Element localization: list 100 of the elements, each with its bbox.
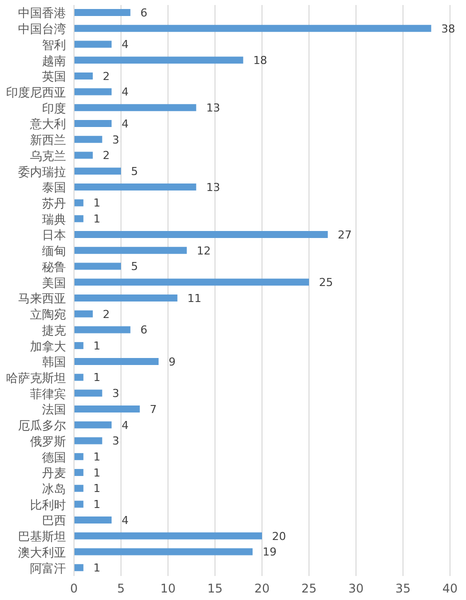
- bar: [74, 421, 112, 428]
- data-label: 1: [93, 450, 100, 464]
- x-tick-label: 40: [442, 582, 458, 596]
- bar: [74, 183, 196, 190]
- y-tick-label: 英国: [42, 70, 66, 84]
- bar: [74, 294, 178, 302]
- y-tick-label: 哈萨克斯坦: [6, 370, 66, 385]
- x-tick-label: 25: [301, 582, 317, 596]
- bar: [74, 516, 112, 524]
- bar: [74, 199, 84, 206]
- bar: [74, 468, 84, 476]
- bar: [74, 406, 140, 413]
- data-label: 1: [93, 212, 100, 226]
- data-label: 19: [262, 546, 277, 559]
- bar: [74, 326, 130, 334]
- data-label: 20: [272, 530, 286, 543]
- y-tick-label: 俄罗斯: [30, 434, 66, 448]
- y-tick-label: 立陶宛: [30, 308, 66, 322]
- x-tick-label: 0: [70, 582, 78, 596]
- data-label: 25: [319, 276, 333, 290]
- bar: [74, 453, 84, 460]
- data-label: 7: [150, 402, 157, 416]
- bar: [74, 24, 432, 32]
- y-tick-label: 美国: [42, 276, 66, 290]
- bar: [74, 40, 112, 48]
- bar: [74, 152, 93, 159]
- y-tick-label: 菲律宾: [30, 386, 66, 401]
- bar: [74, 246, 187, 254]
- bar: [74, 310, 93, 318]
- y-tick-label: 泰国: [42, 180, 66, 195]
- x-tick-label: 35: [395, 582, 411, 596]
- data-label: 4: [122, 86, 129, 99]
- y-tick-label: 韩国: [42, 355, 66, 370]
- bar: [74, 9, 130, 16]
- bar: [74, 278, 309, 286]
- data-label: 4: [122, 514, 129, 527]
- bar: [74, 342, 84, 350]
- y-tick-label: 阿富汗: [30, 561, 66, 576]
- data-label: 1: [93, 482, 100, 496]
- y-tick-label: 日本: [42, 228, 66, 242]
- y-tick-label: 比利时: [30, 498, 66, 512]
- bar: [74, 56, 244, 64]
- data-label: 2: [102, 308, 110, 321]
- y-tick-label: 秘鲁: [42, 260, 66, 274]
- bar: [74, 104, 196, 112]
- y-tick-label: 德国: [42, 450, 66, 464]
- x-tick-label: 5: [117, 582, 125, 596]
- data-label: 3: [112, 434, 120, 448]
- y-tick-label: 智利: [42, 38, 66, 52]
- y-tick-label: 法国: [42, 402, 66, 417]
- y-tick-label: 印度: [42, 101, 66, 116]
- data-label: 38: [441, 22, 456, 36]
- data-label: 5: [131, 165, 138, 178]
- y-tick-label: 加拿大: [30, 339, 66, 354]
- data-label: 3: [112, 133, 120, 146]
- data-label: 6: [140, 6, 148, 20]
- data-label: 1: [93, 498, 100, 512]
- data-label: 13: [206, 102, 220, 115]
- bar: [74, 168, 121, 175]
- bar: [74, 231, 328, 238]
- data-label: 5: [131, 260, 138, 274]
- bar: [74, 136, 102, 143]
- bar: [74, 564, 84, 572]
- y-tick-label: 捷克: [42, 323, 66, 338]
- y-tick-label: 巴基斯坦: [18, 530, 66, 544]
- data-label: 27: [338, 228, 352, 242]
- y-tick-label: 苏丹: [42, 196, 66, 211]
- y-tick-label: 瑞典: [42, 212, 66, 226]
- x-tick-label: 20: [254, 582, 270, 596]
- data-label: 4: [122, 38, 129, 52]
- data-label: 2: [102, 70, 110, 83]
- data-label: 4: [122, 117, 129, 130]
- data-label: 4: [122, 418, 129, 432]
- data-label: 11: [187, 292, 202, 305]
- bar: [74, 215, 84, 222]
- bar: [74, 374, 84, 381]
- data-label: 6: [140, 324, 148, 337]
- y-tick-label: 中国香港: [18, 6, 66, 20]
- bar: [74, 500, 84, 508]
- data-label: 9: [168, 355, 176, 368]
- bar: [74, 437, 102, 444]
- bar: [74, 262, 121, 270]
- data-label: 2: [102, 149, 110, 162]
- y-tick-label: 冰岛: [42, 482, 66, 496]
- x-tick-label: 30: [348, 582, 364, 596]
- bar: [74, 72, 93, 80]
- x-tick-label: 10: [160, 582, 176, 596]
- y-tick-label: 马来西亚: [18, 292, 66, 306]
- x-tick-label: 15: [207, 582, 223, 596]
- data-label: 13: [206, 180, 220, 194]
- bar: [74, 484, 84, 492]
- y-tick-label: 乌克兰: [30, 148, 66, 163]
- data-label: 12: [196, 244, 211, 258]
- bar: [74, 390, 102, 397]
- y-tick-label: 缅甸: [42, 244, 66, 258]
- y-tick-label: 丹麦: [42, 466, 66, 480]
- y-tick-label: 委内瑞拉: [18, 164, 66, 179]
- data-label: 1: [93, 339, 100, 352]
- bar: [74, 532, 262, 540]
- data-label: 18: [253, 54, 268, 67]
